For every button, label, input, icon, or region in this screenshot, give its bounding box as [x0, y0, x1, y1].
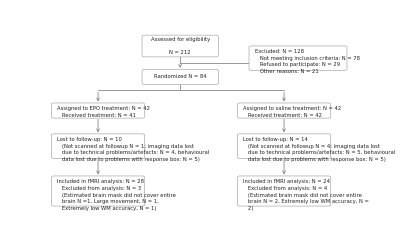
- Text: Randomized N = 84: Randomized N = 84: [154, 74, 206, 79]
- FancyBboxPatch shape: [142, 69, 218, 85]
- FancyBboxPatch shape: [249, 46, 347, 70]
- FancyBboxPatch shape: [237, 176, 331, 206]
- Text: Excluded: N = 128
   Not meeting inclusion criteria: N = 78
   Refused to partic: Excluded: N = 128 Not meeting inclusion …: [255, 49, 360, 74]
- FancyBboxPatch shape: [51, 134, 145, 158]
- FancyBboxPatch shape: [51, 103, 145, 118]
- Text: Assigned to saline treatment: N = 42
   Received treatment: N = 42: Assigned to saline treatment: N = 42 Rec…: [243, 106, 341, 118]
- FancyBboxPatch shape: [51, 176, 145, 206]
- FancyBboxPatch shape: [237, 134, 331, 158]
- Text: Lost to follow-up: N = 10
   (Not scanned at followup N = 1; imaging data lost
 : Lost to follow-up: N = 10 (Not scanned a…: [57, 137, 209, 162]
- Text: Assessed for eligibility

N = 212: Assessed for eligibility N = 212: [150, 37, 210, 55]
- FancyBboxPatch shape: [237, 103, 331, 118]
- Text: Included in fMRI analysis: N = 28
   Excluded from analysis: N = 3
   (Estimated: Included in fMRI analysis: N = 28 Exclud…: [57, 179, 176, 211]
- Text: Assigned to EPO treatment: N = 42
   Received treatment: N = 41: Assigned to EPO treatment: N = 42 Receiv…: [57, 106, 150, 118]
- Text: Included in fMRI analysis: N = 24
   Excluded from analysis: N = 4
   (Estimated: Included in fMRI analysis: N = 24 Exclud…: [243, 179, 369, 211]
- FancyBboxPatch shape: [142, 35, 218, 57]
- Text: Lost to follow-up: N = 14
   (Not scanned at followup N = 4; imaging data lost
 : Lost to follow-up: N = 14 (Not scanned a…: [243, 137, 395, 162]
